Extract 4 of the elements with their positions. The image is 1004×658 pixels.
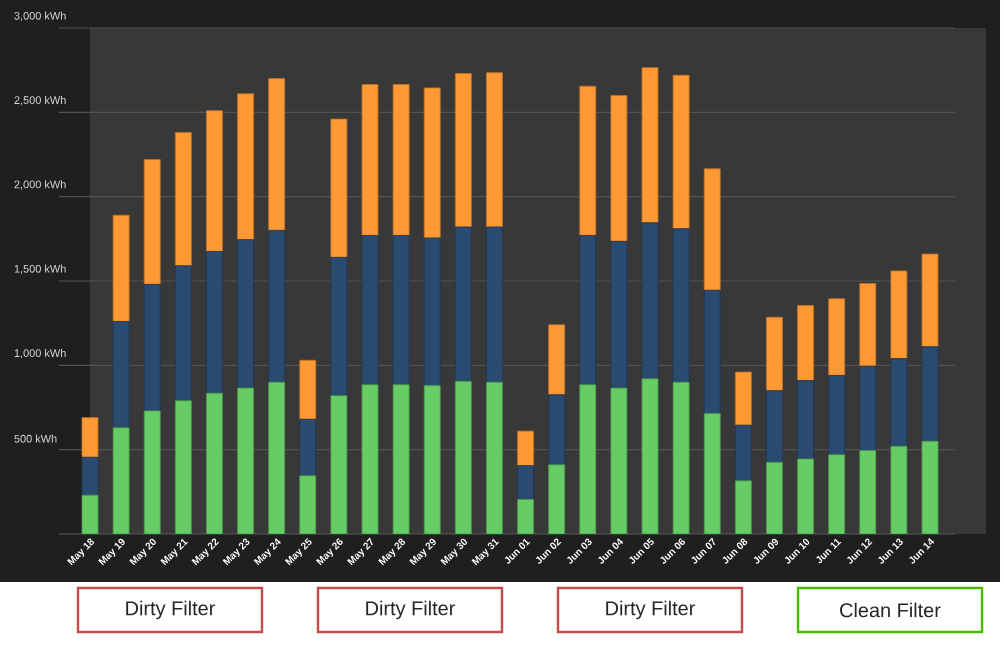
text: Dirty Filter: [126, 600, 216, 620]
text: Dirty Filter: [606, 600, 696, 620]
text: Clean Filter: [840, 602, 941, 618]
text: Dirty Filter: [366, 600, 456, 620]
